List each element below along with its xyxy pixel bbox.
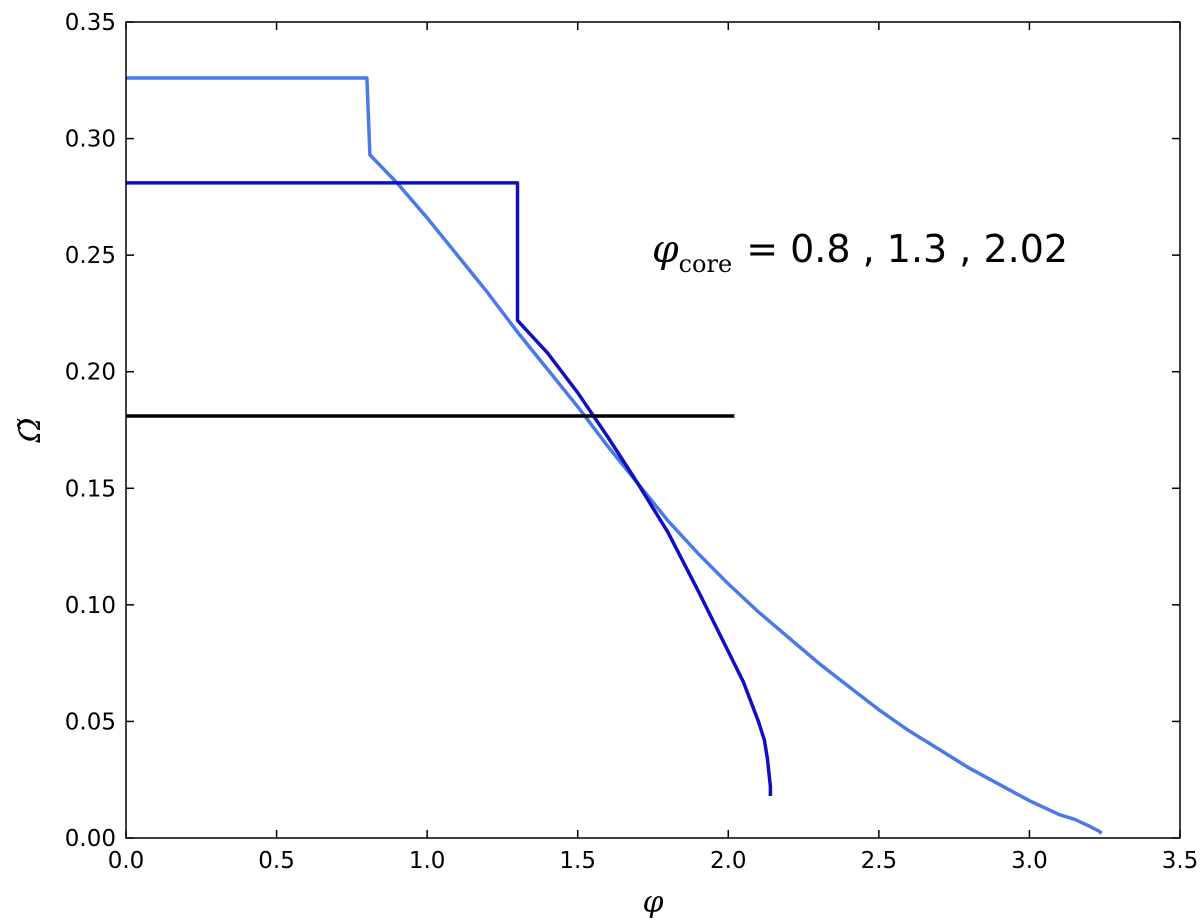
x-tick-label: 1.5 <box>559 848 596 874</box>
x-tick-label: 2.5 <box>861 848 898 874</box>
x-tick-label: 0.5 <box>258 848 295 874</box>
annotation: φcore = 0.8 , 1.3 , 2.02 <box>652 227 1068 278</box>
x-axis-label: φ <box>642 885 663 920</box>
y-tick-label: 0.20 <box>65 360 116 386</box>
annotation-text: = 0.8 , 1.3 , 2.02 <box>746 227 1068 271</box>
plot-area <box>126 22 1180 838</box>
tick-layer: 0.0 0.5 1.0 1.5 2.0 2.5 3.0 3.5 0.00 0.05 0.10 0.15… <box>65 10 1199 874</box>
x-tick-label: 3.0 <box>1011 848 1048 874</box>
x-tick-label: 3.5 <box>1162 848 1199 874</box>
y-tick-label: 0.30 <box>65 127 116 153</box>
x-tick-label: 1.0 <box>409 848 446 874</box>
y-tick-label: 0.35 <box>65 10 116 36</box>
annotation-symbol: φ <box>652 227 679 271</box>
plot-frame <box>125 21 1181 839</box>
series-line-2 <box>126 181 773 796</box>
x-tick-label: 2.0 <box>710 848 747 874</box>
series-layer <box>126 76 1103 835</box>
x-tick-label: 0.0 <box>108 848 145 874</box>
annotation-subscript: core <box>679 250 733 278</box>
series-line-1 <box>126 76 1103 835</box>
y-tick-label: 0.15 <box>65 476 116 502</box>
y-tick-label: 0.10 <box>65 593 116 619</box>
y-tick-label: 0.05 <box>65 709 116 735</box>
y-axis-label: Ω̃ <box>13 418 48 444</box>
y-tick-label: 0.25 <box>65 243 116 269</box>
y-tick-label: 0.00 <box>65 826 116 852</box>
